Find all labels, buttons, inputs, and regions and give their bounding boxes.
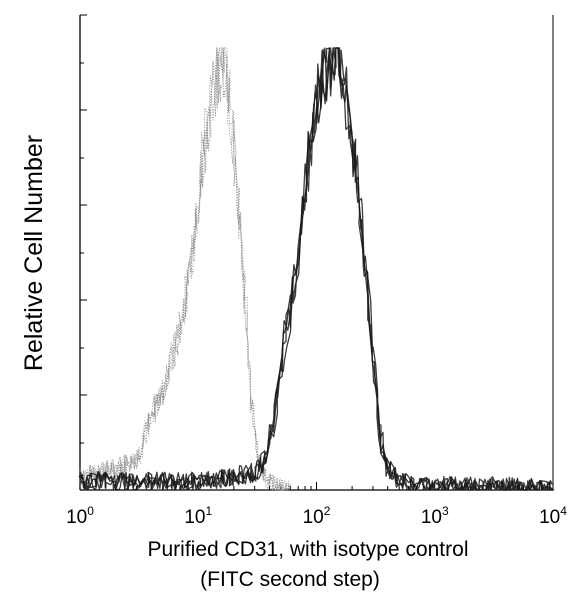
isotype-control-trace	[79, 49, 292, 491]
histogram-series	[78, 47, 555, 491]
isotype-control-trace	[79, 47, 291, 491]
plot-frame	[79, 15, 554, 491]
x-tick-labels: 100 101 102 103 104	[66, 504, 567, 528]
x-tick-label: 100	[66, 504, 94, 528]
y-axis-ticks	[80, 14, 87, 491]
x-axis-title-line2: (FITC second step)	[200, 568, 380, 591]
x-tick-label: 102	[303, 504, 331, 528]
x-tick-label: 101	[184, 504, 212, 528]
cd31-trace	[78, 47, 555, 491]
x-tick-label: 103	[421, 504, 449, 528]
y-axis-title: Relative Cell Number	[20, 135, 48, 371]
isotype-control-trace	[79, 47, 292, 491]
x-axis-title-line1: Purified CD31, with isotype control	[148, 538, 469, 561]
x-tick-label: 104	[539, 504, 567, 528]
cd31-trace	[79, 47, 554, 491]
